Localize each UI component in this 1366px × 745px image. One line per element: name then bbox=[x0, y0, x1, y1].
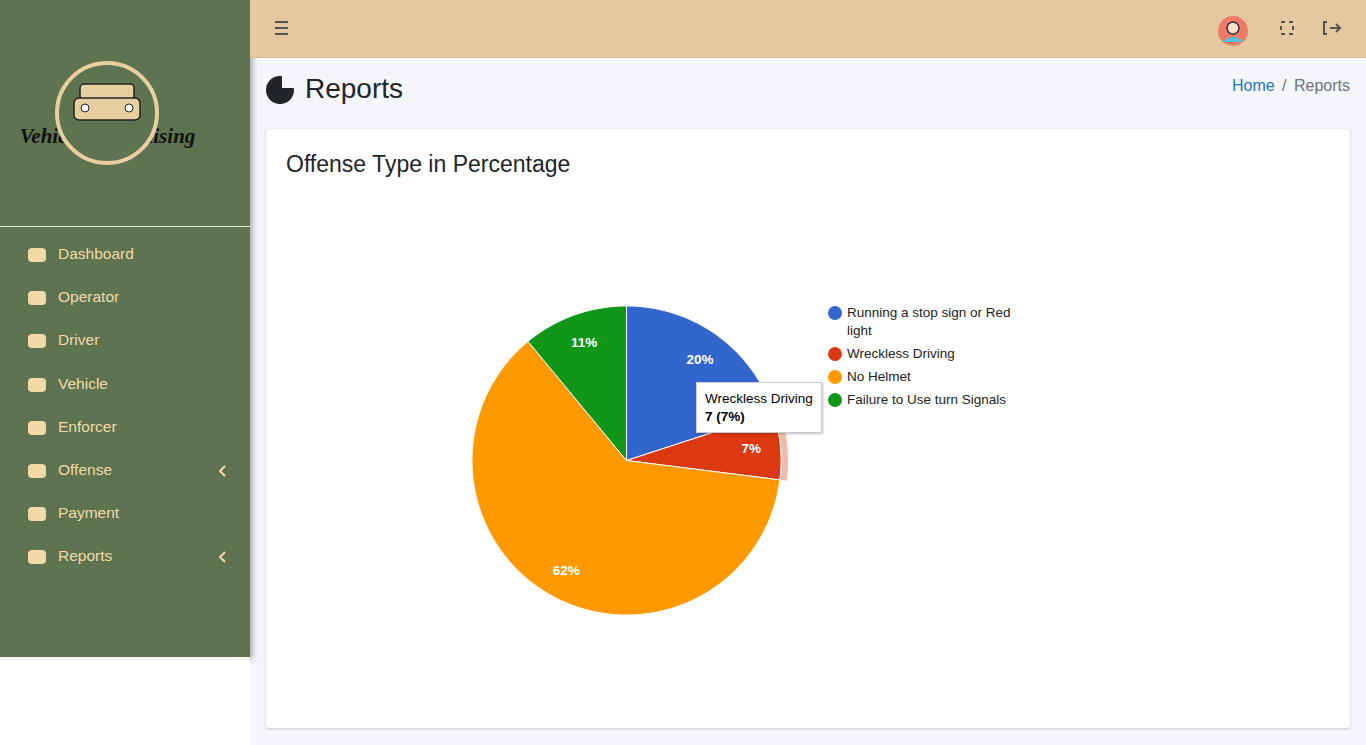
svg-text:11%: 11% bbox=[571, 335, 597, 350]
html-text:Offense Type in Percentage: Offense Type in Percentage bbox=[286, 151, 571, 177]
html-text:No Helmet: No Helmet bbox=[847, 369, 911, 384]
html-text:Enforcer: Enforcer bbox=[58, 418, 117, 435]
html-text:7 (7%): 7 (7%) bbox=[705, 409, 745, 424]
html-text:Vehicle: Vehicle bbox=[58, 375, 108, 392]
html-text:Payment: Payment bbox=[58, 504, 120, 521]
html-text:Wreckless Driving: Wreckless Driving bbox=[705, 391, 813, 406]
html-text:Operator: Operator bbox=[58, 288, 120, 305]
svg-text:62%: 62% bbox=[553, 563, 580, 578]
html-text:Failure to Use turn Signals: Failure to Use turn Signals bbox=[847, 392, 1007, 407]
html-text:Running a stop sign or Red lig: Running a stop sign or Red light bbox=[847, 305, 1011, 338]
html-text:Offense: Offense bbox=[58, 461, 112, 478]
html-text:Vehicle Franchising: Vehicle Franchising bbox=[19, 124, 196, 148]
html-text:Reports: Reports bbox=[58, 547, 113, 564]
html-text:Home / Reports: Home / Reports bbox=[1231, 77, 1350, 94]
svg-text:7%: 7% bbox=[741, 441, 761, 456]
svg-text:20%: 20% bbox=[687, 352, 714, 367]
html-text:Dashboard: Dashboard bbox=[58, 245, 134, 262]
html-text:Reports: Reports bbox=[305, 73, 403, 104]
html-text:Wreckless Driving: Wreckless Driving bbox=[847, 346, 955, 361]
html-text:Driver: Driver bbox=[58, 331, 100, 348]
